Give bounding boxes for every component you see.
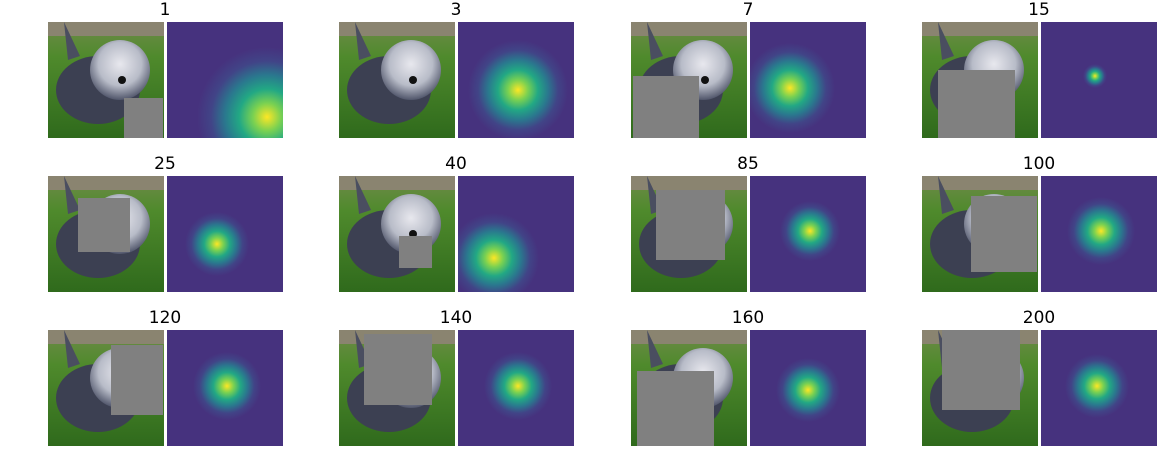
dog-tail xyxy=(64,330,80,368)
occlusion-box xyxy=(656,190,725,260)
panel-title: 200 xyxy=(1023,308,1055,328)
photo-background xyxy=(48,22,164,36)
heatmap xyxy=(1041,330,1157,446)
panel-title: 3 xyxy=(451,0,462,20)
panel-title: 85 xyxy=(737,154,759,174)
photo-background xyxy=(631,330,747,344)
photo-background xyxy=(922,176,1038,190)
panel-title: 7 xyxy=(743,0,754,20)
heatmap xyxy=(1041,176,1157,292)
panel-title: 1 xyxy=(160,0,171,20)
dog-tail xyxy=(938,176,954,214)
dog-tail xyxy=(647,330,663,368)
photo-background xyxy=(48,330,164,344)
dog-nose xyxy=(701,76,709,84)
dog-tail xyxy=(64,176,80,214)
photo-background xyxy=(339,176,455,190)
heatmap xyxy=(750,22,866,138)
occlusion-box xyxy=(399,236,432,268)
panel-title: 40 xyxy=(445,154,467,174)
dog-head xyxy=(90,40,150,100)
photo-background xyxy=(339,22,455,36)
heatmap xyxy=(458,176,574,292)
photo xyxy=(339,22,455,138)
heatmap xyxy=(1041,22,1157,138)
panel-title: 120 xyxy=(149,308,181,328)
photo-background xyxy=(631,176,747,190)
occlusion-box xyxy=(633,76,699,138)
dog-nose xyxy=(118,76,126,84)
occlusion-box xyxy=(938,70,1015,138)
dog-tail xyxy=(647,22,663,60)
panel-title: 15 xyxy=(1028,0,1050,20)
occlusion-box xyxy=(111,345,163,415)
occlusion-box xyxy=(364,334,432,405)
dog-nose xyxy=(409,76,417,84)
photo-background xyxy=(48,176,164,190)
photo xyxy=(48,22,164,138)
dog-tail xyxy=(355,176,371,214)
photo xyxy=(339,176,455,292)
heatmap xyxy=(458,330,574,446)
dog-tail xyxy=(355,22,371,60)
heatmap xyxy=(167,330,283,446)
dog-tail xyxy=(938,22,954,60)
heatmap xyxy=(167,176,283,292)
heatmap xyxy=(750,176,866,292)
heatmap xyxy=(458,22,574,138)
panel-title: 25 xyxy=(154,154,176,174)
occlusion-box xyxy=(971,196,1037,272)
occlusion-box xyxy=(942,330,1020,410)
panel-title: 160 xyxy=(732,308,764,328)
occlusion-box xyxy=(637,371,714,446)
dog-head xyxy=(381,40,441,100)
dog-tail xyxy=(64,22,80,60)
occlusion-box xyxy=(124,98,163,138)
photo-background xyxy=(631,22,747,36)
photo-background xyxy=(922,22,1038,36)
heatmap xyxy=(167,22,283,138)
heatmap xyxy=(750,330,866,446)
occlusion-box xyxy=(78,198,130,252)
panel-title: 100 xyxy=(1023,154,1055,174)
panel-title: 140 xyxy=(440,308,472,328)
